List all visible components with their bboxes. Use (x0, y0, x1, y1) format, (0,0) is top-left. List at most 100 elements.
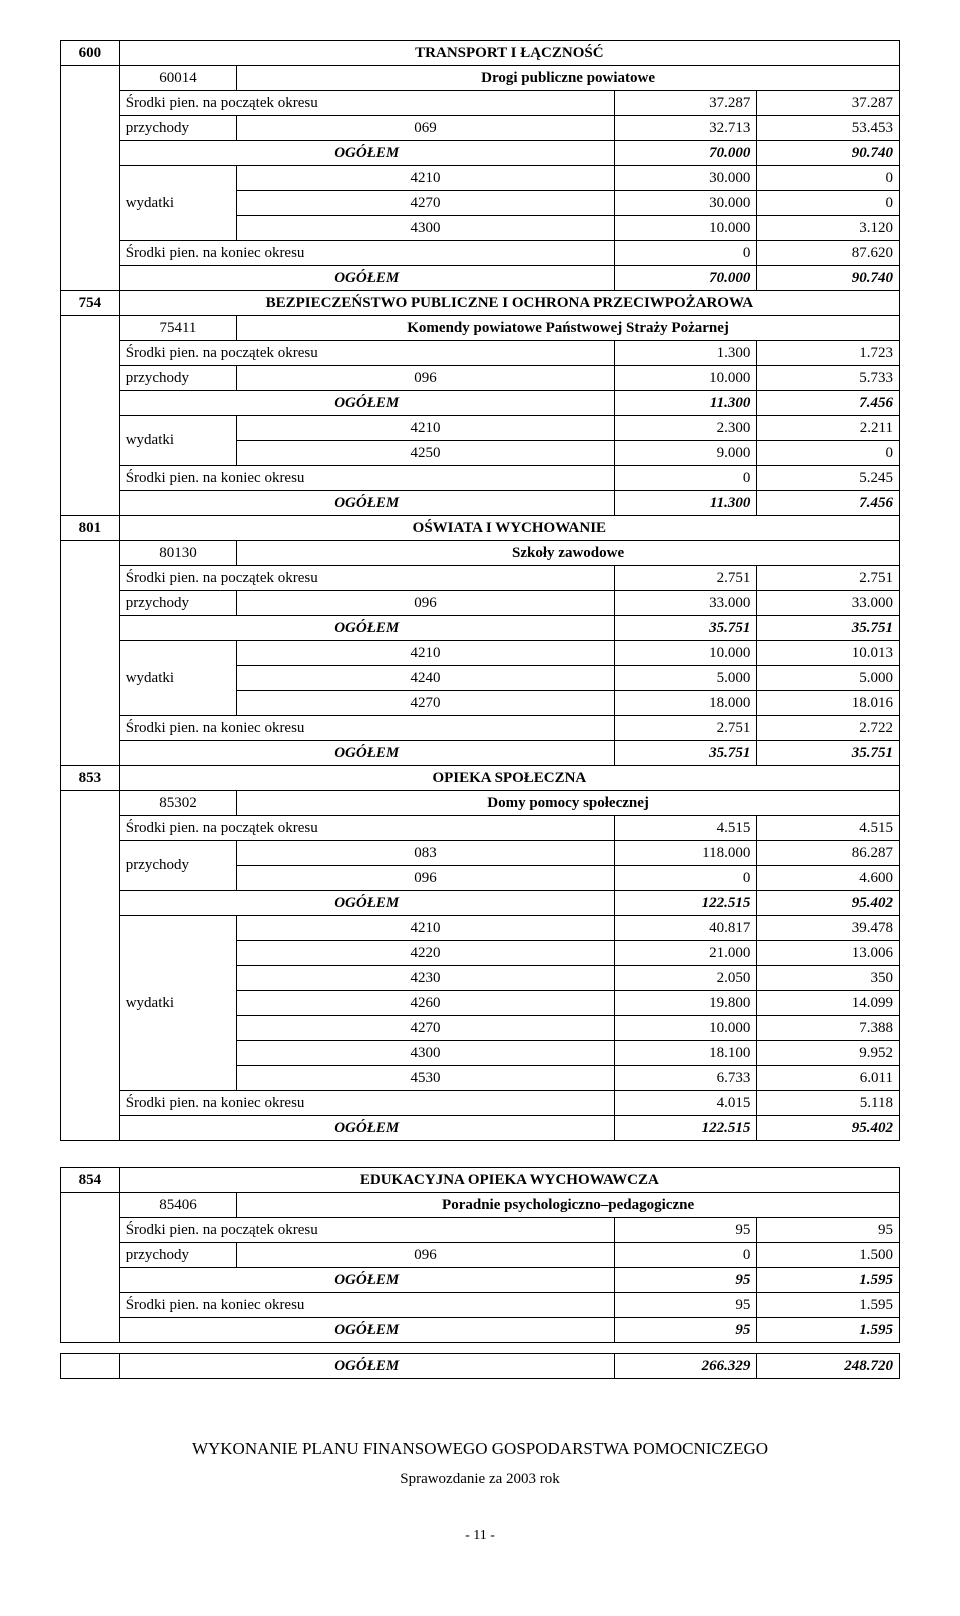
row-label: OGÓŁEM (119, 141, 614, 166)
cell: 096 (237, 1243, 615, 1268)
cell: 21.000 (614, 941, 757, 966)
przychody-label: przychody (119, 841, 236, 891)
cell: 95 (614, 1318, 757, 1343)
cell: 096 (237, 366, 615, 391)
cell: 13.006 (757, 941, 900, 966)
cell: 37.287 (757, 91, 900, 116)
cell: 5.000 (757, 666, 900, 691)
sub-title: Komendy powiatowe Państwowej Straży Poża… (237, 316, 900, 341)
row-label: przychody (119, 591, 236, 616)
row-label: Środki pien. na koniec okresu (119, 716, 614, 741)
cell: 0 (757, 441, 900, 466)
cell: 4250 (237, 441, 615, 466)
wydatki-label: wydatki (119, 166, 236, 241)
cell: 4.015 (614, 1091, 757, 1116)
row-label: przychody (119, 1243, 236, 1268)
footer-sub: Sprawozdanie za 2003 rok (60, 1471, 900, 1488)
cell: 122.515 (614, 1116, 757, 1141)
section-gutter (61, 66, 120, 291)
section-gutter (61, 1193, 120, 1343)
cell: 4.515 (614, 816, 757, 841)
cell: 4210 (237, 416, 615, 441)
sub-title: Drogi publiczne powiatowe (237, 66, 900, 91)
empty-cell (61, 1354, 120, 1379)
cell: 33.000 (757, 591, 900, 616)
section-code: 600 (61, 41, 120, 66)
cell: 4300 (237, 1041, 615, 1066)
cell: 4210 (237, 916, 615, 941)
sub-code: 85406 (119, 1193, 236, 1218)
cell: 2.050 (614, 966, 757, 991)
row-label: Środki pien. na koniec okresu (119, 466, 614, 491)
cell: 95.402 (757, 1116, 900, 1141)
budget-table-854: 854 EDUKACYJNA OPIEKA WYCHOWAWCZA 85406 … (60, 1167, 900, 1343)
grand-total-label: OGÓŁEM (119, 1354, 614, 1379)
cell: 2.211 (757, 416, 900, 441)
cell: 70.000 (614, 266, 757, 291)
grand-total-v1: 266.329 (614, 1354, 757, 1379)
section-title: TRANSPORT I ŁĄCZNOŚĆ (119, 41, 899, 66)
cell: 86.287 (757, 841, 900, 866)
cell: 0 (614, 466, 757, 491)
row-label: Środki pien. na koniec okresu (119, 1091, 614, 1116)
cell: 39.478 (757, 916, 900, 941)
cell: 4.600 (757, 866, 900, 891)
cell: 7.388 (757, 1016, 900, 1041)
section-title: EDUKACYJNA OPIEKA WYCHOWAWCZA (119, 1168, 899, 1193)
cell: 096 (237, 591, 615, 616)
sub-title: Poradnie psychologiczno–pedagogiczne (237, 1193, 900, 1218)
row-label: Środki pien. na koniec okresu (119, 241, 614, 266)
cell: 5.000 (614, 666, 757, 691)
footer-title: WYKONANIE PLANU FINANSOWEGO GOSPODARSTWA… (60, 1439, 900, 1459)
cell: 35.751 (757, 616, 900, 641)
cell: 0 (614, 1243, 757, 1268)
cell: 4530 (237, 1066, 615, 1091)
cell: 40.817 (614, 916, 757, 941)
section-code: 853 (61, 766, 120, 791)
cell: 33.000 (614, 591, 757, 616)
cell: 19.800 (614, 991, 757, 1016)
cell: 4270 (237, 1016, 615, 1041)
cell: 70.000 (614, 141, 757, 166)
cell: 4230 (237, 966, 615, 991)
sub-title: Domy pomocy społecznej (237, 791, 900, 816)
cell: 2.751 (614, 716, 757, 741)
row-label: OGÓŁEM (119, 616, 614, 641)
sub-title: Szkoły zawodowe (237, 541, 900, 566)
cell: 14.099 (757, 991, 900, 1016)
section-code: 854 (61, 1168, 120, 1193)
sub-code: 85302 (119, 791, 236, 816)
cell: 5.118 (757, 1091, 900, 1116)
cell: 90.740 (757, 141, 900, 166)
cell: 95 (614, 1293, 757, 1318)
cell: 95.402 (757, 891, 900, 916)
cell: 096 (237, 866, 615, 891)
row-label: OGÓŁEM (119, 1318, 614, 1343)
spacer (60, 1141, 900, 1167)
cell: 10.013 (757, 641, 900, 666)
cell: 0 (614, 241, 757, 266)
cell: 2.300 (614, 416, 757, 441)
cell: 122.515 (614, 891, 757, 916)
section-gutter (61, 316, 120, 516)
row-label: OGÓŁEM (119, 891, 614, 916)
cell: 10.000 (614, 216, 757, 241)
grand-total-table: OGÓŁEM 266.329 248.720 (60, 1353, 900, 1379)
row-label: Środki pien. na początek okresu (119, 341, 614, 366)
cell: 10.000 (614, 641, 757, 666)
cell: 35.751 (614, 616, 757, 641)
cell: 18.000 (614, 691, 757, 716)
row-label: Środki pien. na początek okresu (119, 91, 614, 116)
cell: 083 (237, 841, 615, 866)
cell: 118.000 (614, 841, 757, 866)
row-label: Środki pien. na początek okresu (119, 566, 614, 591)
cell: 0 (757, 166, 900, 191)
cell: 7.456 (757, 491, 900, 516)
cell: 0 (757, 191, 900, 216)
section-code: 754 (61, 291, 120, 316)
cell: 9.952 (757, 1041, 900, 1066)
cell: 35.751 (757, 741, 900, 766)
cell: 6.733 (614, 1066, 757, 1091)
cell: 4.515 (757, 816, 900, 841)
cell: 35.751 (614, 741, 757, 766)
